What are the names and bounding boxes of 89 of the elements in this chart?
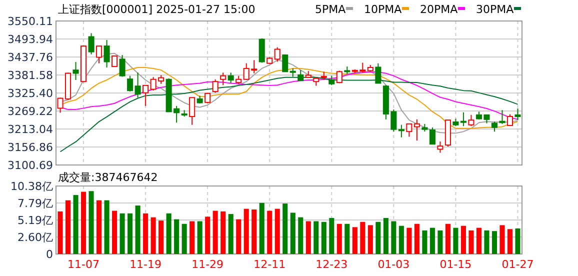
bar <box>158 220 164 254</box>
bar <box>252 209 257 254</box>
bar <box>298 217 304 254</box>
bar <box>259 202 264 254</box>
chart-title: 成交量:387467642 <box>58 171 158 184</box>
bar <box>336 224 342 254</box>
x-tick-label: 01-03 <box>378 258 410 271</box>
bar <box>267 210 272 254</box>
y-tick-label: 3325.40 <box>8 86 53 100</box>
x-tick-label: 11-19 <box>130 258 162 271</box>
y-tick-label: 0 <box>46 248 53 261</box>
bar <box>174 219 180 254</box>
bar <box>228 214 234 254</box>
legend-label: 10PMA <box>364 3 402 16</box>
bar <box>120 213 125 254</box>
bar <box>135 206 140 254</box>
bar <box>406 228 412 254</box>
bar <box>197 221 202 254</box>
y-tick-label: 3213.04 <box>8 122 53 136</box>
bar <box>383 218 388 254</box>
bar <box>274 208 280 254</box>
legend-label: 20PMA <box>420 3 458 16</box>
y-tick-label: 3381.58 <box>8 68 53 82</box>
bar <box>468 230 474 254</box>
bar <box>314 221 319 254</box>
bar <box>96 200 102 254</box>
bar <box>66 200 71 254</box>
bar <box>150 217 156 254</box>
bar <box>166 213 172 254</box>
x-tick-label: 12-11 <box>254 258 286 271</box>
bar <box>143 213 148 254</box>
bar <box>306 221 311 254</box>
y-tick-label: 3269.22 <box>8 104 53 118</box>
y-tick-label: 10.38亿 <box>10 180 53 193</box>
y-tick-label: 7.79亿 <box>18 196 53 210</box>
y-tick-label: 3550.11 <box>8 14 53 28</box>
x-tick-label: 01-15 <box>440 258 472 271</box>
bar <box>414 224 420 254</box>
bar <box>368 225 373 254</box>
bar <box>484 230 490 254</box>
y-tick-label: 3156.86 <box>8 140 53 154</box>
bar <box>344 224 350 254</box>
bar <box>445 224 450 254</box>
bar <box>476 228 482 254</box>
bar <box>460 226 466 254</box>
bar <box>507 229 512 254</box>
chart-title: 上证指数[000001] 2025-01-27 15:00 <box>58 3 256 16</box>
bar <box>391 221 396 254</box>
bar <box>128 213 133 254</box>
x-tick-label: 01-27 <box>502 258 534 271</box>
x-tick-label: 11-07 <box>68 258 100 271</box>
bar <box>352 227 358 254</box>
bar <box>438 230 443 254</box>
bar <box>430 228 435 254</box>
bar <box>453 228 458 254</box>
bar <box>282 204 288 254</box>
bar <box>205 216 210 254</box>
y-tick-label: 5.19亿 <box>18 214 53 227</box>
bar <box>236 219 242 254</box>
y-tick-label: 3493.94 <box>8 32 53 46</box>
bar <box>360 222 366 254</box>
bar <box>290 212 296 254</box>
bar <box>422 230 428 254</box>
bar <box>244 208 249 254</box>
y-tick-label: 2.60亿 <box>18 230 53 244</box>
bar <box>112 210 118 254</box>
bar <box>190 221 195 254</box>
y-tick-label: 3437.76 <box>8 50 53 64</box>
y-tick-label: 3100.69 <box>8 158 53 172</box>
bar <box>515 228 520 254</box>
bar <box>182 224 187 254</box>
bar <box>81 192 86 254</box>
bar <box>321 222 326 254</box>
bar <box>329 218 334 254</box>
bar <box>88 191 94 254</box>
bar <box>58 211 63 254</box>
legend-label: 30PMA <box>476 3 514 16</box>
bar <box>398 226 404 254</box>
bar <box>220 211 226 254</box>
bar <box>376 222 381 254</box>
x-tick-label: 11-29 <box>192 258 224 271</box>
bar <box>104 200 110 254</box>
bar <box>492 231 497 254</box>
candlestick <box>104 39 110 68</box>
bar <box>500 225 505 254</box>
bar <box>73 195 78 254</box>
x-tick-label: 12-23 <box>316 258 348 271</box>
legend-label: 5PMA <box>315 3 346 16</box>
bar <box>212 210 218 254</box>
